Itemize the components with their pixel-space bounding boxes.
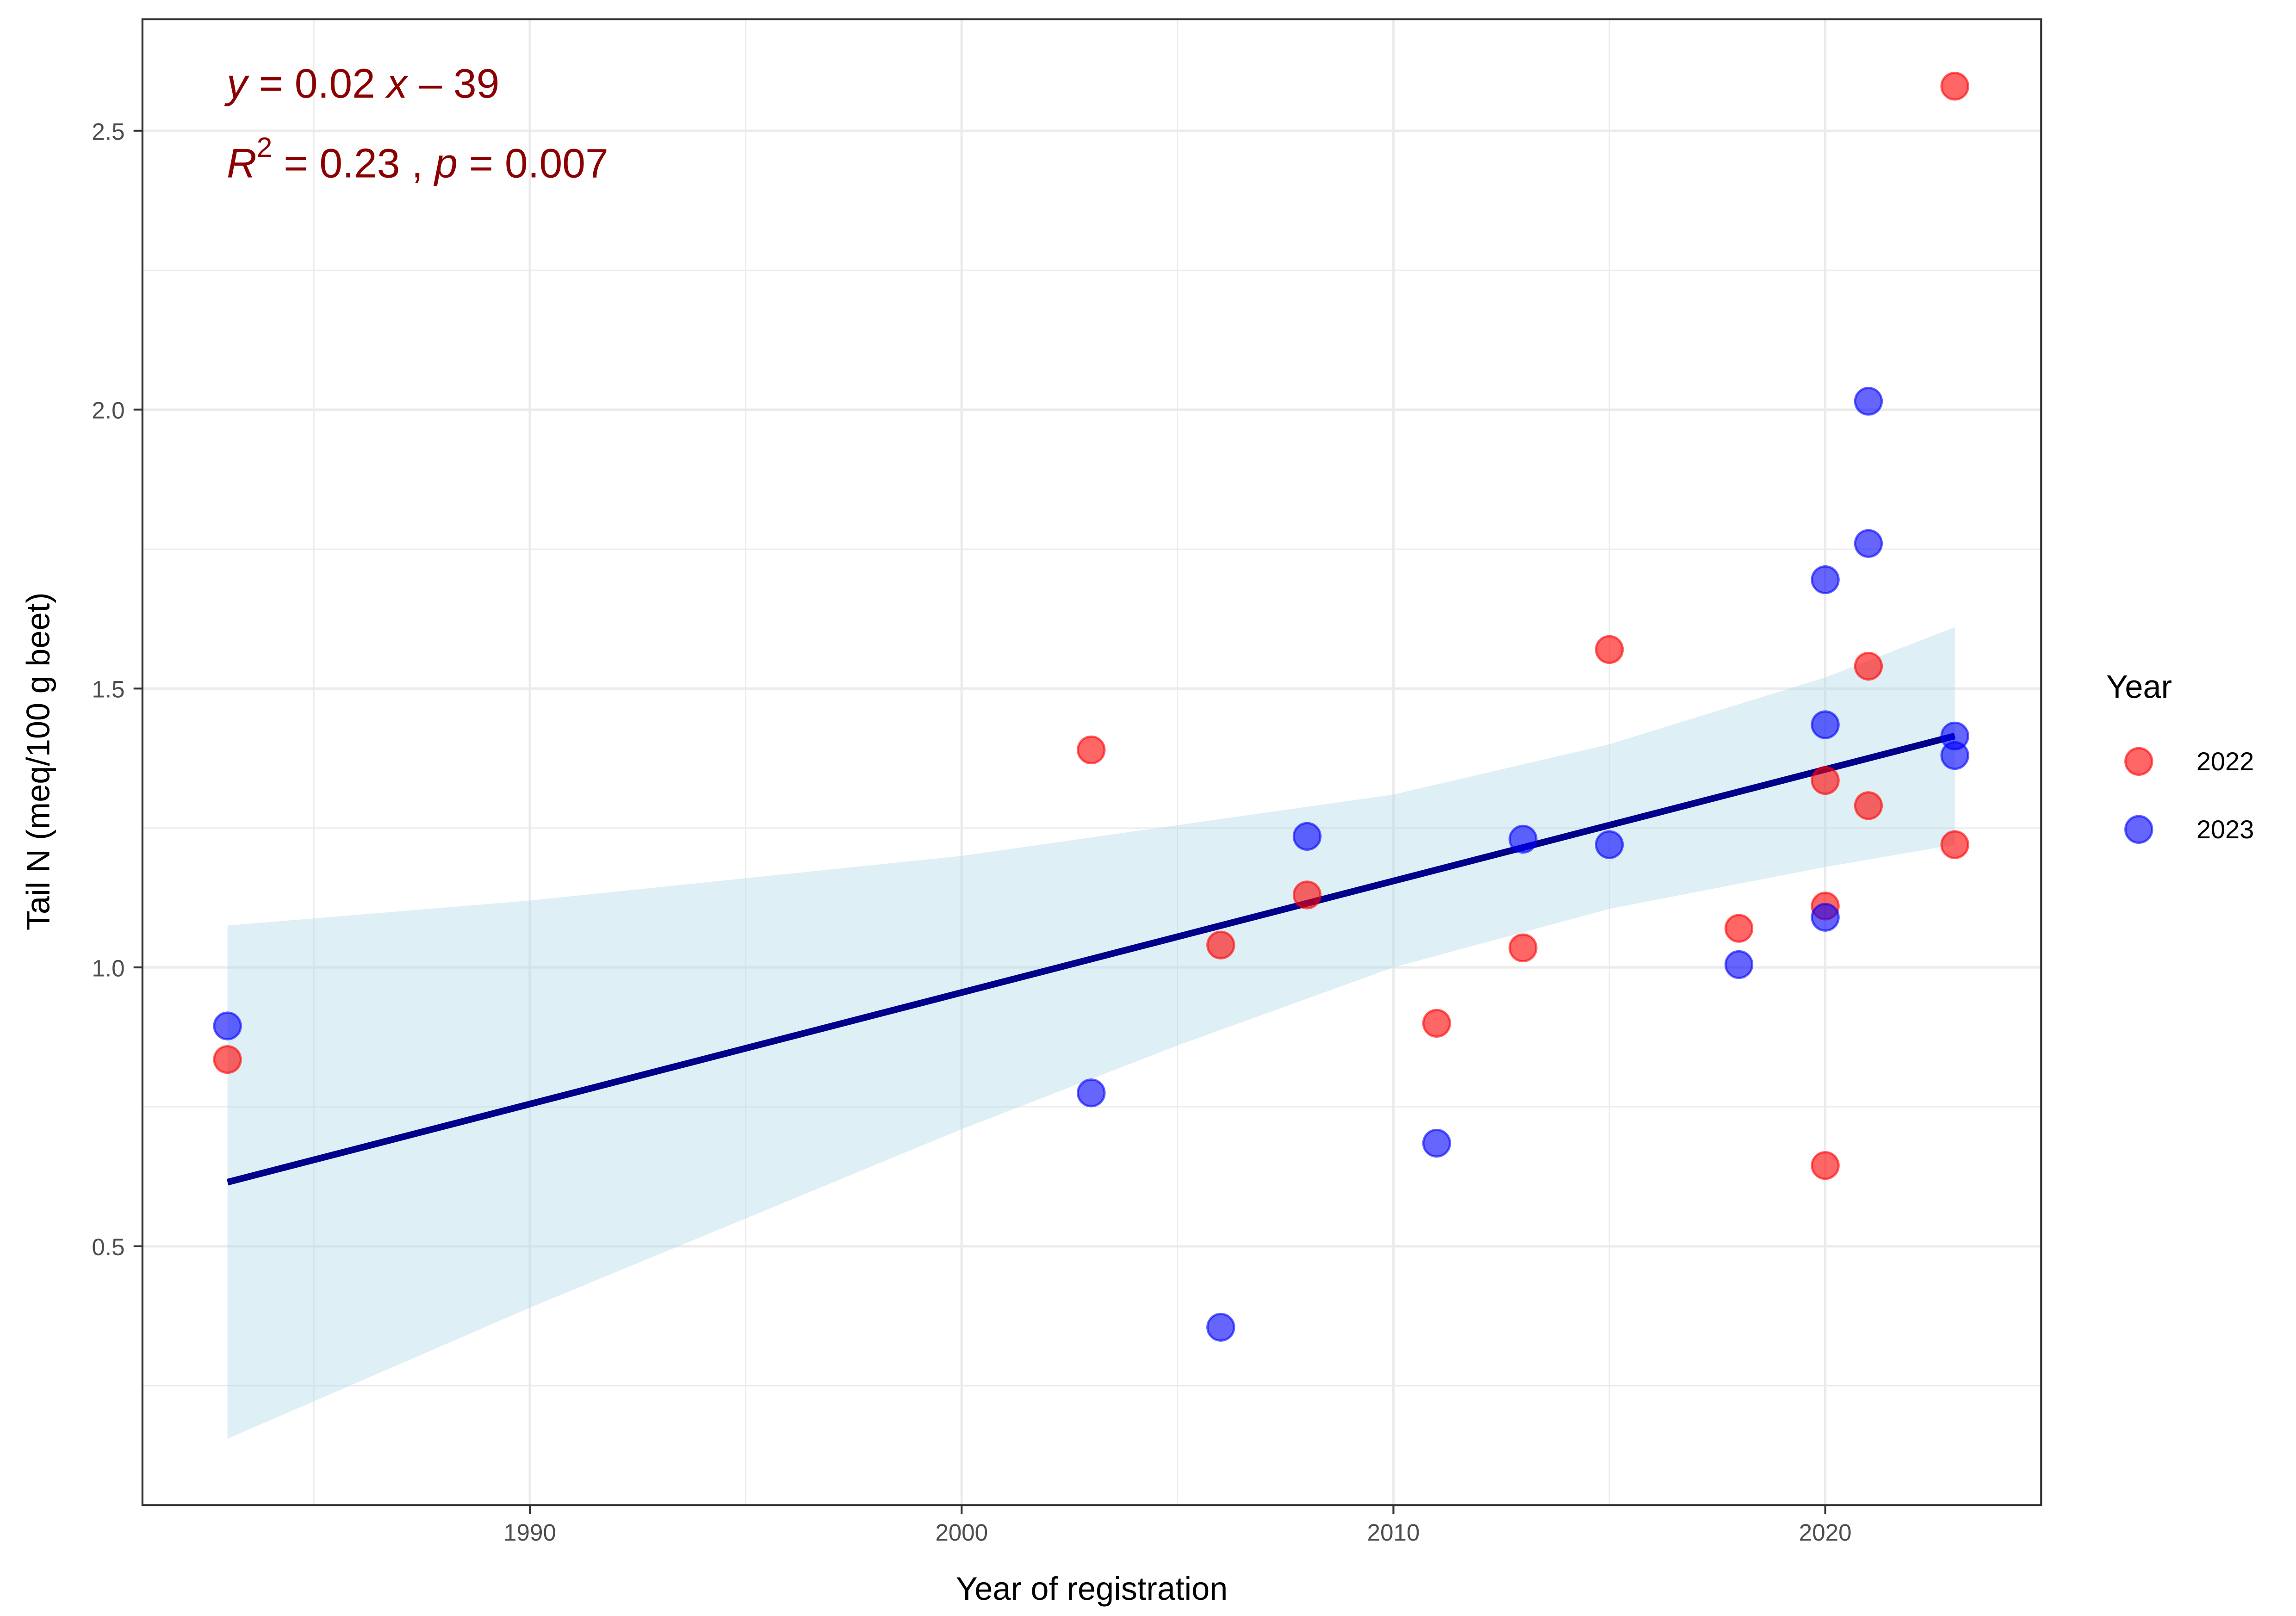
data-point-2022: [1811, 766, 1840, 795]
legend-label-2023: 2023: [2197, 815, 2254, 844]
data-point-2023: [1206, 1313, 1235, 1342]
panel-border: [141, 18, 2042, 1506]
data-point-2022: [1206, 930, 1235, 960]
legend-key-2022: [2124, 747, 2153, 776]
data-point-2023: [1724, 950, 1754, 979]
data-point-2023: [1292, 822, 1322, 851]
x-tick-label: 2010: [1367, 1519, 1420, 1546]
legend-label-2022: 2022: [2197, 747, 2254, 776]
data-point-2022: [1422, 1009, 1451, 1038]
regression-annotation: y = 0.02 x – 39 R2 = 0.23 , p = 0.007: [224, 60, 608, 186]
data-point-2023: [1940, 741, 1969, 770]
equation-label: y = 0.02 x – 39: [224, 60, 499, 106]
y-tick-label: 0.5: [92, 1234, 124, 1260]
data-point-2022: [1854, 651, 1883, 681]
equation-x-var: x: [385, 60, 409, 106]
r-superscript: 2: [257, 131, 273, 163]
data-point-2022: [1595, 635, 1624, 664]
data-point-2023: [1811, 710, 1840, 739]
y-tick-label: 1.5: [92, 676, 124, 702]
data-point-2023: [1811, 903, 1840, 932]
data-point-2023: [1595, 830, 1624, 859]
y-axis: 0.5 1.0 1.5 2.0 2.5: [92, 118, 143, 1260]
legend-title: Year: [2106, 668, 2172, 705]
data-point-2023: [1854, 529, 1883, 558]
data-point-2023: [1077, 1078, 1106, 1108]
r-squared-value: = 0.23 ,: [272, 140, 434, 186]
p-symbol: p: [433, 140, 458, 186]
data-point-2022: [1854, 791, 1883, 820]
regression-line: [226, 732, 1956, 1186]
x-tick-label: 2000: [935, 1519, 988, 1546]
x-tick-label: 2020: [1799, 1519, 1852, 1546]
data-point-2022: [1077, 735, 1106, 765]
data-point-2022: [1724, 914, 1754, 943]
y-tick-label: 2.0: [92, 397, 124, 424]
data-point-2022: [1940, 830, 1969, 859]
data-point-2022: [213, 1045, 242, 1074]
r-symbol: R: [227, 140, 257, 186]
data-point-2022: [1940, 72, 1969, 101]
y-tick-label: 2.5: [92, 118, 124, 145]
x-axis-title: Year of registration: [956, 1570, 1228, 1607]
equation-coef: = 0.02: [248, 60, 387, 106]
major-gridlines: [142, 19, 2042, 1505]
y-tick-label: 1.0: [92, 955, 124, 981]
x-axis: 1990 2000 2010 2020: [503, 1505, 1852, 1546]
x-tick-label: 1990: [503, 1519, 556, 1546]
equation-y-var: y: [224, 60, 250, 106]
p-value: = 0.007: [458, 140, 608, 186]
data-points: [213, 72, 1969, 1342]
data-point-2023: [1811, 565, 1840, 594]
data-point-2022: [1811, 1151, 1840, 1180]
data-point-2023: [1508, 824, 1538, 854]
data-point-2022: [1292, 880, 1322, 910]
legend: Year 2022 2023: [2106, 668, 2254, 844]
legend-key-2023: [2124, 815, 2153, 844]
stats-label: R2 = 0.23 , p = 0.007: [227, 131, 608, 186]
equation-intercept: – 39: [407, 60, 499, 106]
data-point-2022: [1508, 933, 1538, 962]
data-point-2023: [213, 1011, 242, 1040]
y-axis-title: Tail N (meq/100 g beet): [20, 592, 56, 930]
data-point-2023: [1854, 387, 1883, 416]
data-point-2023: [1422, 1128, 1451, 1158]
